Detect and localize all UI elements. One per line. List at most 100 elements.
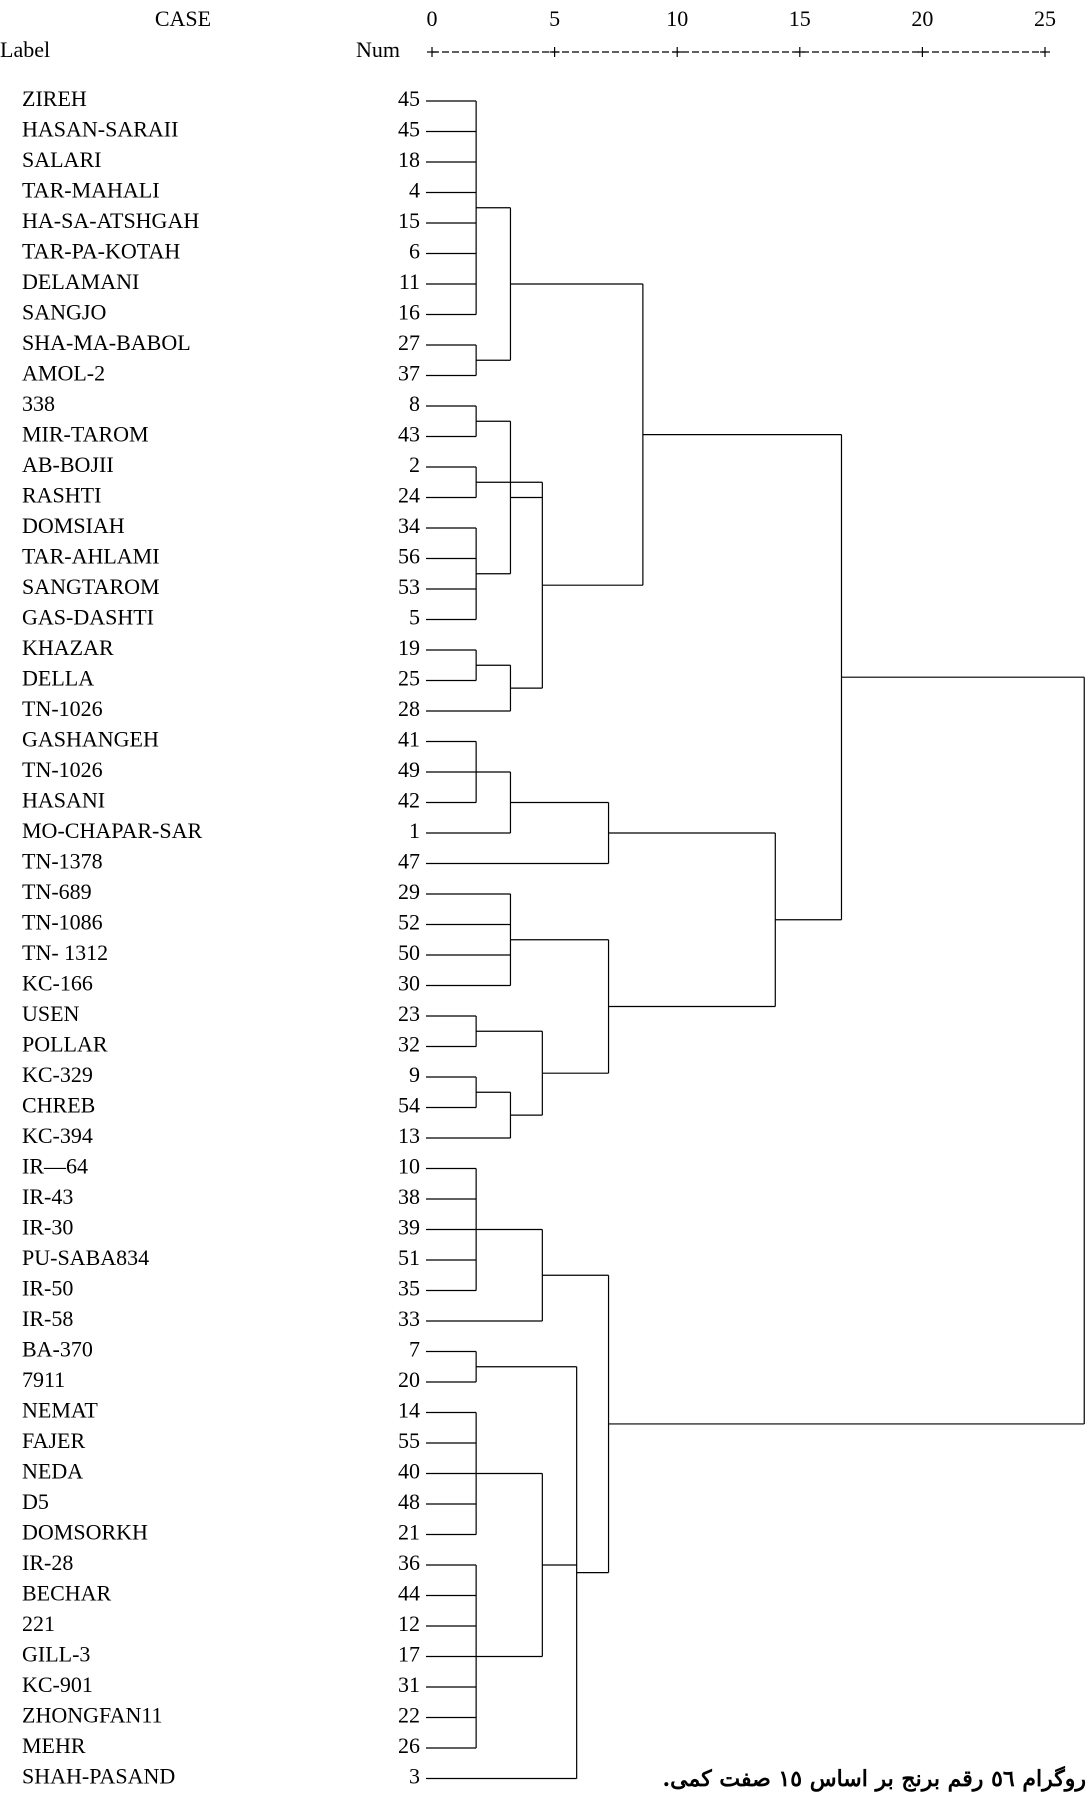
case-label: KC-901 <box>22 1672 93 1697</box>
case-label: FAJER <box>22 1428 85 1453</box>
case-label: 7911 <box>22 1367 65 1392</box>
case-header: CASE <box>155 6 211 31</box>
case-label: ZIREH <box>22 86 87 111</box>
x-tick-label: 25 <box>1034 6 1056 31</box>
case-label: TN- 1312 <box>22 940 108 965</box>
case-label: IR-43 <box>22 1184 73 1209</box>
case-num: 14 <box>398 1398 420 1423</box>
case-num: 40 <box>398 1459 420 1484</box>
case-num: 38 <box>398 1184 420 1209</box>
case-label: HA-SA-ATSHGAH <box>22 208 199 233</box>
case-label: KC-166 <box>22 971 93 996</box>
case-num: 7 <box>409 1337 420 1362</box>
case-label: ZHONGFAN11 <box>22 1703 163 1728</box>
case-label: RASHTI <box>22 483 101 508</box>
case-num: 3 <box>409 1764 420 1789</box>
case-label: GAS-DASHTI <box>22 605 154 630</box>
case-num: 12 <box>398 1611 420 1636</box>
case-label: SHAH-PASAND <box>22 1764 175 1789</box>
case-label: DOMSIAH <box>22 513 125 538</box>
case-num: 32 <box>398 1032 420 1057</box>
case-label: MIR-TAROM <box>22 422 149 447</box>
case-num: 2 <box>409 452 420 477</box>
case-num: 10 <box>398 1154 420 1179</box>
case-num: 56 <box>398 544 420 569</box>
case-num: 45 <box>398 86 420 111</box>
case-label: SANGTAROM <box>22 574 160 599</box>
case-num: 39 <box>398 1215 420 1240</box>
x-tick-label: 15 <box>789 6 811 31</box>
case-num: 19 <box>398 635 420 660</box>
case-num: 31 <box>398 1672 420 1697</box>
case-label: NEMAT <box>22 1398 98 1423</box>
case-num: 29 <box>398 879 420 904</box>
case-label: BECHAR <box>22 1581 112 1606</box>
case-num: 11 <box>399 269 420 294</box>
case-label: TN-689 <box>22 879 92 904</box>
case-label: AMOL-2 <box>22 361 105 386</box>
case-num: 9 <box>409 1062 420 1087</box>
case-label: PU-SABA834 <box>22 1245 149 1270</box>
case-num: 41 <box>398 727 420 752</box>
case-num: 6 <box>409 239 420 264</box>
case-label: HASANI <box>22 788 105 813</box>
case-num: 28 <box>398 696 420 721</box>
case-label: TAR-MAHALI <box>22 178 160 203</box>
case-label: MEHR <box>22 1733 86 1758</box>
case-label: KC-394 <box>22 1123 93 1148</box>
caption: روگرام ٥٦ رقم برنج بر اساس ١٥ صفت کمی. <box>662 1766 1087 1792</box>
case-num: 24 <box>398 483 420 508</box>
case-num: 47 <box>398 849 420 874</box>
case-num: 23 <box>398 1001 420 1026</box>
case-label: TN-1026 <box>22 696 103 721</box>
case-num: 18 <box>398 147 420 172</box>
case-num: 45 <box>398 117 420 142</box>
case-num: 22 <box>398 1703 420 1728</box>
label-header: Label <box>0 37 50 62</box>
case-num: 44 <box>398 1581 420 1606</box>
case-label: DOMSORKH <box>22 1520 148 1545</box>
case-label: 338 <box>22 391 55 416</box>
case-num: 15 <box>398 208 420 233</box>
case-label: IR—64 <box>22 1154 88 1179</box>
case-label: USEN <box>22 1001 80 1026</box>
case-num: 4 <box>409 178 420 203</box>
case-label: IR-28 <box>22 1550 73 1575</box>
case-label: TN-1086 <box>22 910 103 935</box>
case-num: 1 <box>409 818 420 843</box>
case-label: SANGJO <box>22 300 106 325</box>
num-header: Num <box>356 37 400 62</box>
case-label: GILL-3 <box>22 1642 90 1667</box>
case-label: IR-50 <box>22 1276 73 1301</box>
case-num: 13 <box>398 1123 420 1148</box>
case-label: POLLAR <box>22 1032 108 1057</box>
case-label: GASHANGEH <box>22 727 159 752</box>
case-label: D5 <box>22 1489 49 1514</box>
case-num: 55 <box>398 1428 420 1453</box>
case-label: HASAN-SARAII <box>22 117 178 142</box>
case-num: 36 <box>398 1550 420 1575</box>
case-num: 5 <box>409 605 420 630</box>
x-tick-label: 5 <box>549 6 560 31</box>
case-label: SHA-MA-BABOL <box>22 330 191 355</box>
case-label: MO-CHAPAR-SAR <box>22 818 202 843</box>
case-label: BA-370 <box>22 1337 93 1362</box>
case-num: 34 <box>398 513 420 538</box>
x-tick-label: 10 <box>666 6 688 31</box>
case-num: 25 <box>398 666 420 691</box>
case-num: 43 <box>398 422 420 447</box>
case-label: SALARI <box>22 147 101 172</box>
case-num: 8 <box>409 391 420 416</box>
case-num: 33 <box>398 1306 420 1331</box>
case-label: IR-58 <box>22 1306 73 1331</box>
case-num: 30 <box>398 971 420 996</box>
case-num: 35 <box>398 1276 420 1301</box>
case-num: 54 <box>398 1093 420 1118</box>
case-num: 20 <box>398 1367 420 1392</box>
case-label: AB-BOJII <box>22 452 114 477</box>
case-label: TAR-AHLAMI <box>22 544 160 569</box>
case-label: DELAMANI <box>22 269 139 294</box>
x-tick-label: 20 <box>911 6 933 31</box>
